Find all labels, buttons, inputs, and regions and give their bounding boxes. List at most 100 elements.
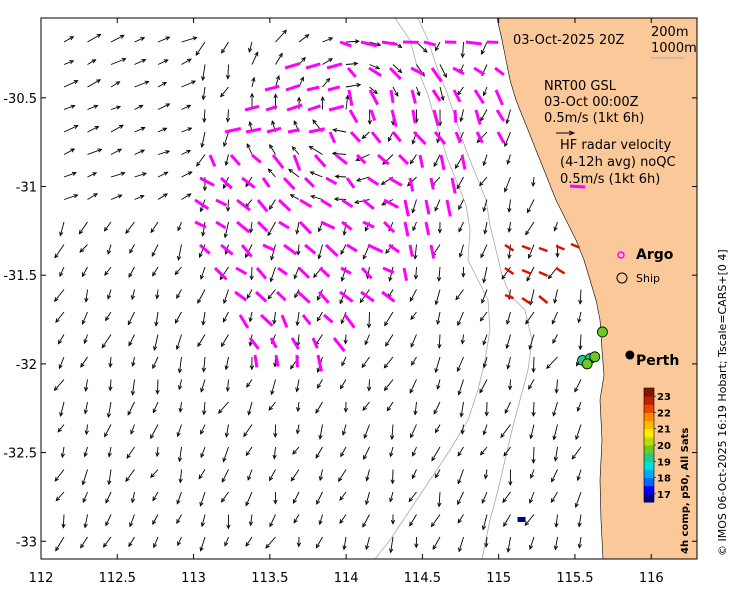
model-vector-arrowhead (225, 117, 231, 123)
model-vector-arrow (105, 491, 112, 504)
model-vector-arrowhead (411, 474, 416, 480)
hf-legend-title: HF radar velocity (560, 138, 672, 153)
model-vector-arrow (439, 64, 447, 78)
model-vector-arrowhead (457, 518, 462, 524)
model-vector-arrowhead (317, 227, 322, 233)
model-vector-arrow (155, 311, 159, 326)
model-vector-arrow (222, 446, 229, 462)
model-vector-arrow (435, 41, 441, 51)
model-vector-arrow (459, 244, 464, 258)
model-vector-arrow (196, 154, 206, 167)
model-vector-arrow (87, 148, 102, 155)
hf-radar-vector (495, 109, 506, 122)
hf-radar-vector (362, 198, 375, 210)
model-vector-arrow (315, 536, 323, 548)
hf-radar-vector (265, 104, 278, 112)
colorbar-segment (644, 477, 654, 487)
model-vector-arrowhead (436, 384, 441, 390)
model-vector-arrow (177, 221, 182, 231)
model-vector-arrowhead (547, 274, 553, 280)
model-vector-arrow (85, 289, 88, 302)
model-vector-arrow (340, 244, 347, 255)
hf-radar-vector (408, 244, 414, 257)
hf-radar-vector (450, 177, 457, 194)
hf-radar-vector (496, 131, 506, 144)
model-vector-arrowhead (282, 29, 287, 35)
hf-radar-vector (355, 153, 367, 165)
model-vector-arrow (502, 491, 511, 503)
model-vector-arrowhead (436, 276, 442, 282)
model-vector-arrow (458, 536, 464, 552)
model-vector-arrow (530, 424, 535, 439)
model-vector-arrow (197, 289, 206, 304)
hf-radar-vector (408, 177, 415, 192)
hf-radar-vector (418, 154, 425, 168)
x-tick-label: 112 (29, 571, 54, 586)
model-vector-arrowhead (530, 473, 535, 479)
model-vector-arrow (362, 244, 370, 260)
model-vector-arrowhead (375, 65, 381, 70)
model-vector-arrowhead (79, 248, 85, 253)
hf-radar-vector (424, 221, 431, 236)
model-vector-arrow (181, 37, 197, 43)
model-vector-arrow (506, 334, 511, 349)
model-vector-arrowhead (501, 274, 506, 280)
alt-vector (538, 295, 549, 304)
model-vector-arrowhead (78, 229, 84, 235)
model-vector-arrow (416, 86, 420, 96)
model-vector-arrowhead (411, 360, 416, 366)
model-vector-arrow (270, 266, 276, 282)
model-vector-arrowhead (507, 254, 512, 260)
model-vector-arrowhead (117, 194, 123, 199)
model-vector-arrowhead (528, 384, 533, 390)
model-vector-arrowhead (224, 541, 229, 547)
model-vector-arrow (59, 221, 65, 236)
model-vector-arrowhead (150, 228, 155, 234)
hf-radar-vector (340, 266, 352, 275)
model-vector-arrow (457, 86, 464, 96)
model-vector-arrow (434, 199, 441, 211)
hf-radar-vector (362, 220, 375, 229)
model-vector-arrow (223, 289, 229, 304)
model-vector-arrow (54, 469, 65, 482)
model-vector-arrow (246, 289, 253, 299)
model-vector-arrowhead (225, 387, 230, 393)
model-vector-arrowhead (55, 318, 60, 324)
model-vector-arrowhead (59, 231, 64, 237)
model-vector-arrow (222, 311, 229, 322)
hf-radar-vector (367, 176, 380, 187)
x-tick-label: 114 (334, 571, 359, 586)
hf-radar-vector (348, 109, 359, 124)
model-vector-arrowhead (553, 226, 558, 232)
model-vector-arrow (219, 266, 229, 280)
model-vector-arrow (245, 536, 253, 547)
model-vector-arrow (458, 221, 464, 232)
model-vector-arrowhead (482, 161, 487, 167)
model-vector-arrowhead (289, 194, 295, 199)
model-vector-arrowhead (525, 230, 530, 236)
model-vector-arrow (110, 194, 122, 200)
model-vector-arrowhead (154, 321, 159, 327)
model-vector-arrow (176, 289, 182, 299)
model-vector-arrowhead (165, 150, 171, 155)
model-vector-arrow (435, 469, 441, 478)
hf-radar-vector (307, 104, 321, 112)
model-vector-arrowhead (176, 432, 181, 438)
model-vector-arrow (368, 379, 370, 391)
colorbar-segment (644, 404, 654, 413)
model-vector-arrowhead (152, 408, 157, 414)
model-vector-arrow (574, 379, 582, 392)
model-vector-arrowhead (433, 162, 438, 168)
hf-radar-vector (284, 62, 301, 70)
model-vector-arrow (363, 446, 370, 460)
hf-legend-avg: (4-12h avg) noQC (560, 155, 676, 170)
model-vector-arrow (132, 356, 135, 367)
model-vector-arrow (532, 446, 535, 463)
colorbar-segment (644, 469, 654, 479)
y-axis-ticks: -30.5 -31 -31.5 -32 -32.5 -33 (3, 92, 697, 550)
model-vector-arrow (87, 126, 99, 133)
model-vector-arrowhead (177, 457, 183, 463)
y-tick-label: -31.5 (3, 269, 37, 284)
hf-radar-vector (318, 266, 331, 278)
model-vector-arrow (179, 401, 182, 412)
